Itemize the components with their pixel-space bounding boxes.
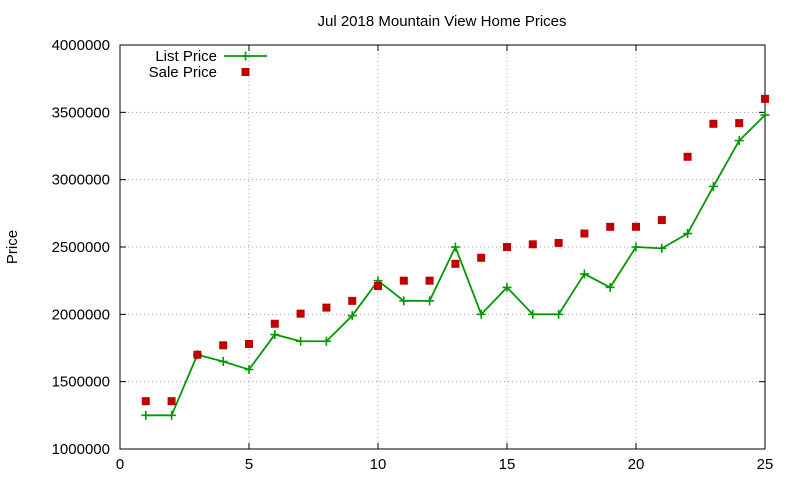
data-point [476, 309, 486, 319]
x-tick-label: 15 [499, 456, 516, 473]
data-point [167, 397, 176, 406]
data-point [760, 110, 770, 120]
data-point [141, 410, 151, 420]
chart-title: Jul 2018 Mountain View Home Prices [317, 13, 566, 30]
data-point [761, 94, 769, 103]
data-point [477, 253, 486, 262]
x-tick-label: 10 [370, 456, 387, 473]
y-tick-label: 2000000 [52, 306, 110, 323]
data-point [554, 238, 563, 247]
data-point [167, 410, 177, 420]
y-tick-label: 3500000 [52, 104, 110, 121]
data-point [321, 336, 331, 346]
x-tick-label: 5 [245, 456, 253, 473]
data-point [425, 296, 435, 306]
data-point [374, 282, 382, 291]
data-point [632, 222, 640, 231]
data-point [502, 282, 512, 292]
data-point [606, 222, 615, 231]
data-point [322, 303, 331, 312]
y-tick-label: 3000000 [52, 172, 110, 189]
data-point [709, 119, 718, 128]
data-point [735, 119, 744, 128]
legend-entry: Sale Price [149, 64, 250, 81]
data-point [708, 181, 718, 191]
data-point [218, 356, 228, 366]
data-point [528, 240, 537, 249]
data-point [734, 136, 744, 146]
legend-entry: List Price [155, 48, 267, 65]
data-point [528, 309, 538, 319]
legend-label: Sale Price [149, 64, 217, 81]
series-list-price [141, 110, 770, 420]
legend-marker [241, 51, 250, 61]
data-point [141, 397, 150, 406]
data-point [451, 259, 460, 268]
data-point [270, 330, 280, 340]
y-tick-label: 2500000 [52, 239, 110, 256]
legend-marker [241, 68, 250, 76]
data-point [399, 276, 408, 285]
legend-label: List Price [155, 48, 217, 65]
x-tick-label: 20 [628, 456, 645, 473]
data-point [605, 282, 615, 292]
data-point [347, 311, 357, 321]
data-point [219, 341, 228, 350]
data-point [244, 365, 254, 375]
data-point [554, 309, 564, 319]
y-axis-label: Price [4, 230, 21, 264]
data-point [348, 296, 357, 305]
data-point [399, 296, 409, 306]
y-tick-label: 1000000 [52, 441, 110, 458]
data-point [450, 242, 460, 252]
data-point [683, 229, 693, 239]
data-point [631, 242, 641, 252]
x-tick-label: 25 [757, 456, 774, 473]
data-point [683, 152, 692, 161]
data-point [425, 276, 434, 285]
axis-ticks: 0 5 10 15 20 25 1000000 1500000 2000000 2500000 30… [52, 37, 774, 473]
series-sale-price [141, 94, 769, 406]
data-point [245, 339, 253, 348]
data-point [270, 319, 279, 328]
grid-lines [120, 45, 765, 449]
data-point [580, 229, 589, 238]
data-point [503, 243, 511, 251]
series-layer [141, 94, 770, 420]
data-point [296, 309, 305, 318]
data-point [579, 269, 589, 279]
data-point [657, 243, 667, 253]
y-tick-label: 1500000 [52, 374, 110, 391]
data-point [193, 350, 202, 359]
y-tick-label: 4000000 [52, 37, 110, 54]
x-tick-label: 0 [116, 456, 124, 473]
data-point [296, 336, 306, 346]
data-point [657, 216, 666, 225]
